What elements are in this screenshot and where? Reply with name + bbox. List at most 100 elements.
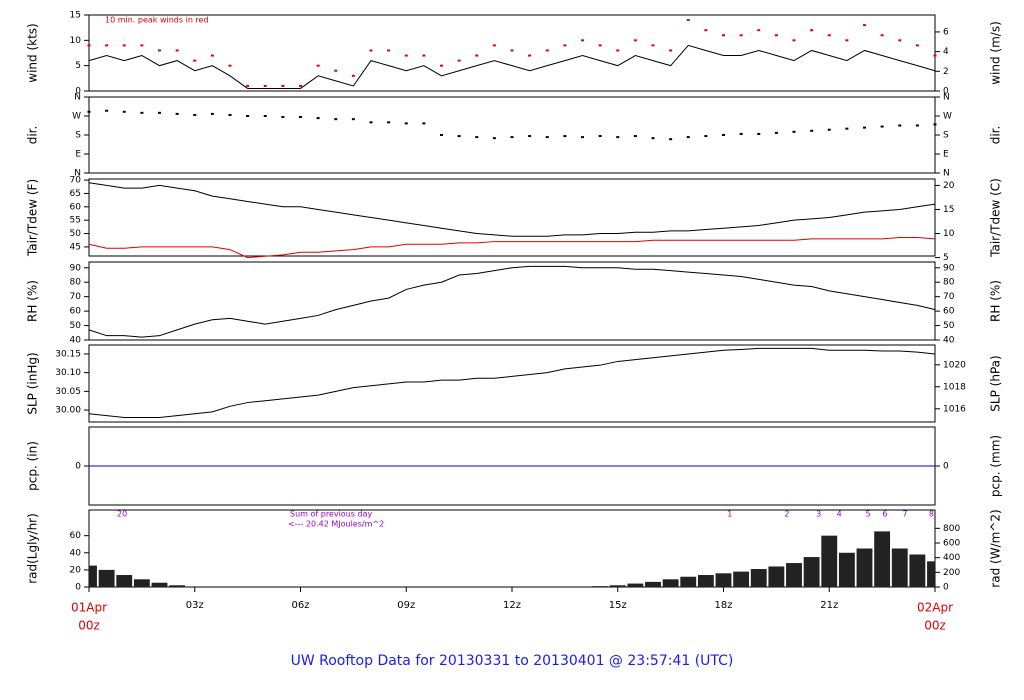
y2-tick-label: 1018 bbox=[943, 382, 966, 392]
data-dot bbox=[545, 136, 549, 139]
data-dot bbox=[351, 118, 355, 121]
data-dot bbox=[210, 54, 214, 57]
y2-tick-label: 0 bbox=[943, 462, 949, 472]
data-line bbox=[88, 265, 936, 338]
data-dot bbox=[457, 135, 461, 138]
data-dot bbox=[774, 131, 778, 134]
y-tick-label: 5 bbox=[75, 61, 81, 71]
data-dot bbox=[404, 54, 408, 57]
y2-tick-label: 70 bbox=[943, 292, 955, 302]
data-dot bbox=[263, 115, 267, 117]
y2-tick-label: 50 bbox=[943, 321, 955, 331]
data-dot bbox=[246, 84, 250, 87]
data-line bbox=[88, 237, 936, 259]
y-axis-label: rad(Lgly/hr) bbox=[26, 513, 40, 584]
y2-tick-label: E bbox=[943, 150, 949, 160]
data-dot bbox=[105, 44, 109, 47]
y2-tick-label: S bbox=[943, 131, 949, 141]
y-tick-label: 30.00 bbox=[55, 406, 81, 416]
data-line bbox=[88, 182, 936, 237]
y-tick-label: 30.05 bbox=[55, 387, 81, 397]
data-dot bbox=[87, 110, 91, 113]
data-dot bbox=[669, 138, 673, 141]
bar bbox=[750, 569, 767, 587]
data-dot bbox=[722, 34, 725, 37]
data-dot bbox=[545, 49, 549, 52]
data-line bbox=[88, 347, 936, 419]
data-dot bbox=[863, 126, 866, 129]
bar bbox=[927, 561, 935, 587]
x-tick-label: 18z bbox=[715, 600, 733, 611]
data-dot bbox=[299, 116, 302, 119]
data-dot bbox=[810, 29, 814, 32]
panel-frame bbox=[88, 178, 936, 257]
bar bbox=[133, 579, 150, 587]
y2-tick-label: N bbox=[943, 169, 950, 179]
bar bbox=[838, 552, 855, 587]
data-dot bbox=[440, 134, 443, 136]
y-tick-label: 0 bbox=[75, 87, 81, 97]
bar bbox=[874, 531, 891, 587]
hour-sum-label: 7 bbox=[902, 510, 907, 519]
data-dot bbox=[845, 127, 849, 130]
y-axis-label: dir. bbox=[26, 126, 40, 145]
data-dot bbox=[686, 19, 690, 22]
data-dot bbox=[581, 39, 584, 42]
data-dot bbox=[193, 113, 197, 116]
data-dot bbox=[739, 132, 743, 135]
y-axis-label: RH (%) bbox=[26, 280, 40, 322]
hour-sum-label: 8 bbox=[929, 510, 934, 519]
data-dot bbox=[915, 44, 919, 47]
y2-tick-label: N bbox=[943, 93, 950, 103]
data-dot bbox=[105, 109, 109, 112]
data-dot bbox=[898, 124, 902, 127]
y2-tick-label: 15 bbox=[943, 205, 954, 215]
y-tick-label: E bbox=[75, 150, 81, 160]
data-dot bbox=[140, 111, 144, 114]
y2-tick-label: 0 bbox=[943, 583, 949, 593]
x-tick-label: 12z bbox=[503, 600, 521, 611]
hour-sum-label: 20 bbox=[117, 510, 127, 519]
y-tick-label: 50 bbox=[70, 229, 82, 239]
annotation: Sum of previous day bbox=[290, 510, 372, 519]
bar bbox=[680, 576, 697, 587]
data-dot bbox=[122, 110, 126, 113]
data-dot bbox=[316, 117, 320, 120]
hour-sum-label: 3 bbox=[816, 510, 821, 519]
data-line bbox=[88, 44, 936, 89]
y2-tick-label: 2 bbox=[943, 67, 949, 77]
hour-sum-label: 1 bbox=[727, 510, 732, 519]
y2-axis-label: Tair/Tdew (C) bbox=[989, 178, 1003, 258]
data-dot bbox=[563, 44, 567, 47]
y2-axis-label: SLP (hPa) bbox=[989, 355, 1003, 411]
x-tick-label: 03z bbox=[186, 600, 204, 611]
data-dot bbox=[669, 49, 673, 52]
data-dot bbox=[422, 122, 426, 125]
y2-axis-label: rad (W/m^2) bbox=[989, 509, 1003, 587]
y2-tick-label: 90 bbox=[943, 263, 955, 273]
y2-tick-label: 80 bbox=[943, 278, 955, 288]
y2-tick-label: 5 bbox=[943, 253, 949, 263]
y2-tick-label: 4 bbox=[943, 47, 949, 57]
y-axis-label: Tair/Tdew (F) bbox=[26, 179, 40, 257]
data-dot bbox=[528, 135, 532, 138]
data-dot bbox=[334, 69, 338, 72]
data-dot bbox=[210, 112, 214, 115]
annotation: 10 min. peak winds in red bbox=[105, 16, 209, 25]
x-tick-label: 09z bbox=[397, 600, 415, 611]
y-tick-label: 0 bbox=[75, 583, 81, 593]
data-dot bbox=[510, 49, 514, 52]
data-dot bbox=[863, 24, 866, 27]
y-tick-label: 70 bbox=[70, 176, 82, 186]
panel-frame bbox=[88, 14, 936, 92]
y2-tick-label: 10 bbox=[943, 229, 955, 239]
data-dot bbox=[898, 39, 902, 42]
data-dot bbox=[281, 84, 285, 87]
bar bbox=[116, 575, 133, 587]
y-tick-label: 60 bbox=[70, 531, 82, 541]
y2-axis-label: RH (%) bbox=[989, 280, 1003, 322]
data-dot bbox=[193, 59, 197, 62]
data-dot bbox=[686, 136, 690, 139]
y-tick-label: 60 bbox=[70, 202, 82, 212]
